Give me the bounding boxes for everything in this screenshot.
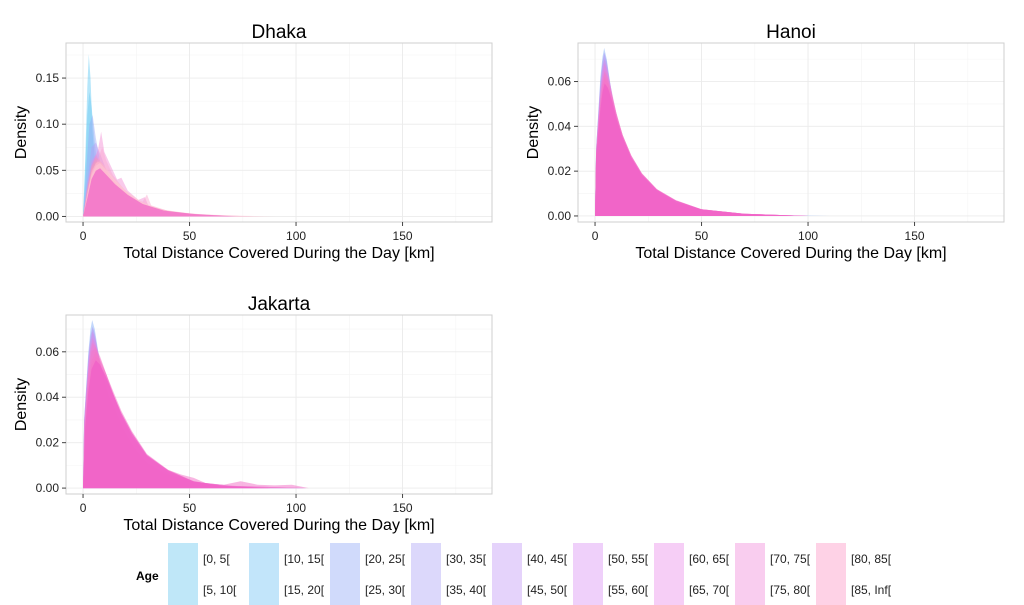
y-tick-label: 0.04 (548, 119, 572, 133)
x-tick-label: 150 (905, 229, 925, 243)
density-area-hanoi-core (595, 83, 809, 216)
x-tick-label: 50 (183, 229, 197, 243)
legend-key (492, 543, 522, 574)
legend-key (573, 543, 603, 574)
y-tick-label: 0.10 (36, 117, 60, 131)
legend-key (735, 543, 765, 574)
panel-frame (65, 314, 493, 495)
legend-label: [15, 20[ (284, 583, 325, 597)
x-tick-label: 50 (695, 229, 709, 243)
density-area-dhaka-core (83, 168, 237, 217)
density-areas (83, 320, 328, 489)
legend-label: [20, 25[ (365, 552, 406, 566)
x-axis-title: Total Distance Covered During the Day [k… (123, 245, 434, 262)
legend-label: [10, 15[ (284, 552, 325, 566)
y-tick-label: 0.00 (36, 209, 60, 223)
y-tick-label: 0.00 (548, 209, 572, 223)
legend-key (411, 574, 441, 605)
panel-frame (577, 42, 1005, 223)
legend-key (330, 574, 360, 605)
legend-label: [85, Inf[ (851, 583, 892, 597)
y-tick-label: 0.05 (36, 163, 60, 177)
legend-key (249, 543, 279, 574)
panel-title: Hanoi (766, 22, 816, 43)
axis-ticks: 0 50 100 150 0.00 0.02 0.04 0.06 (548, 75, 925, 243)
legend-key (330, 543, 360, 574)
legend-label: [0, 5[ (203, 552, 230, 566)
legend-key (654, 543, 684, 574)
x-tick-label: 150 (393, 501, 413, 515)
x-axis-title: Total Distance Covered During the Day [k… (635, 245, 946, 262)
legend-label: [25, 30[ (365, 583, 406, 597)
axis-ticks: 0 50 100 150 0.00 0.05 0.10 0.15 (36, 71, 413, 243)
panel-frame (65, 42, 493, 223)
legend-label: [30, 35[ (446, 552, 487, 566)
x-tick-label: 100 (798, 229, 818, 243)
legend-key (411, 543, 441, 574)
y-tick-label: 0.15 (36, 71, 60, 85)
y-tick-label: 0.06 (36, 345, 60, 359)
density-areas (83, 54, 275, 217)
x-tick-label: 150 (393, 229, 413, 243)
y-tick-label: 0.02 (548, 164, 572, 178)
legend-label: [60, 65[ (689, 552, 730, 566)
legend-label: [45, 50[ (527, 583, 568, 597)
legend-label: [40, 45[ (527, 552, 568, 566)
legend-label: [35, 40[ (446, 583, 487, 597)
x-tick-label: 100 (286, 501, 306, 515)
y-tick-label: 0.00 (36, 481, 60, 495)
legend-key (168, 543, 198, 574)
legend-key (249, 574, 279, 605)
major-grid (66, 43, 492, 222)
major-grid (66, 315, 492, 494)
density-areas (595, 47, 830, 216)
legend-key (816, 543, 846, 574)
density-area-jakarta-core (83, 360, 271, 489)
legend-key (735, 574, 765, 605)
y-tick-label: 0.04 (36, 390, 60, 404)
y-tick-label: 0.06 (548, 75, 572, 89)
y-axis-title: Density (13, 378, 30, 431)
legend-label: [70, 75[ (770, 552, 811, 566)
y-axis-title: Density (525, 106, 542, 159)
legend-label: [55, 60[ (608, 583, 649, 597)
minor-grid (66, 43, 492, 222)
legend-key (573, 574, 603, 605)
axis-ticks: 0 50 100 150 0.00 0.02 0.04 0.06 (36, 345, 413, 515)
panel-jakarta: 0 50 100 150 0.00 0.02 0.04 0.06 Jakarta Total Di… (13, 294, 493, 534)
x-axis-title: Total Distance Covered During the Day [k… (123, 517, 434, 534)
panel-title: Dhaka (252, 22, 307, 43)
x-tick-label: 0 (80, 229, 87, 243)
legend-key (492, 574, 522, 605)
x-tick-label: 0 (80, 501, 87, 515)
y-tick-label: 0.02 (36, 436, 60, 450)
legend-key (168, 574, 198, 605)
x-tick-label: 0 (592, 229, 599, 243)
legend-label: [5, 10[ (203, 583, 237, 597)
panel-title: Jakarta (248, 294, 311, 315)
panel-hanoi: 0 50 100 150 0.00 0.02 0.04 0.06 Hanoi Total Dist… (525, 22, 1005, 262)
major-grid (578, 43, 1004, 222)
panel-dhaka: 0 50 100 150 0.00 0.05 0.10 0.15 Dhaka Total Dist… (13, 22, 493, 262)
legend: Age [0, 5[ [5, 10[ [10, 15[ [15, 20[ [20, 25[… (136, 543, 892, 605)
legend-label: [65, 70[ (689, 583, 730, 597)
legend-label: [75, 80[ (770, 583, 811, 597)
legend-label: [50, 55[ (608, 552, 649, 566)
y-axis-title: Density (13, 106, 30, 159)
legend-title: Age (136, 569, 159, 583)
legend-key (816, 574, 846, 605)
legend-key (654, 574, 684, 605)
legend-label: [80, 85[ (851, 552, 892, 566)
x-tick-label: 100 (286, 229, 306, 243)
x-tick-label: 50 (183, 501, 197, 515)
